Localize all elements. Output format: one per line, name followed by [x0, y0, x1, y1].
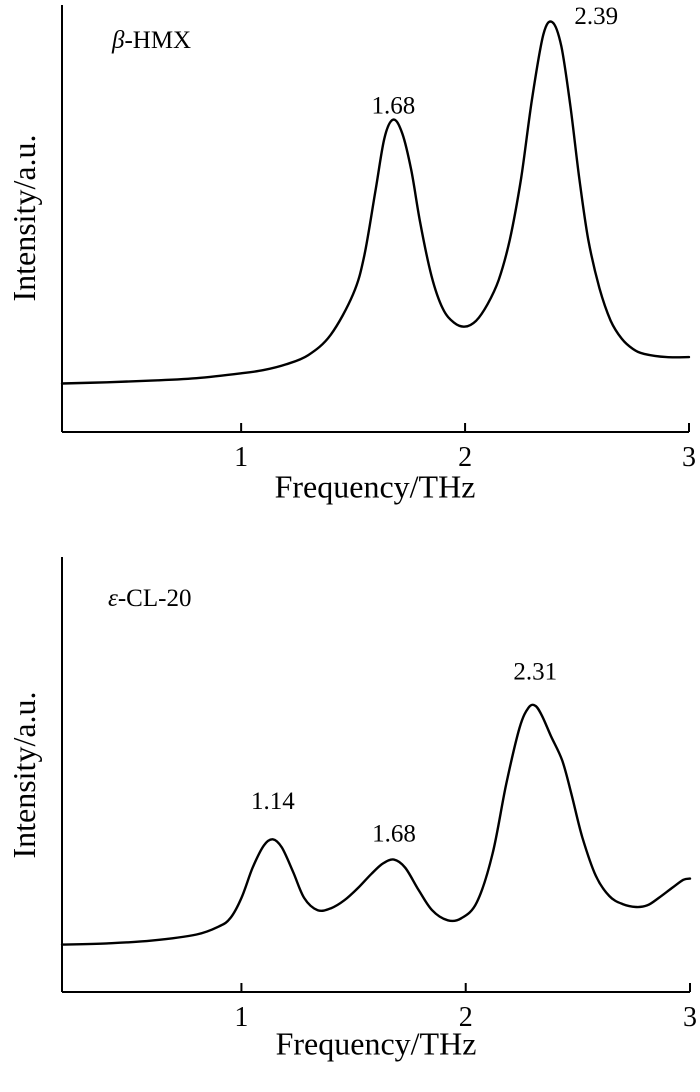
title-symbol: ε — [108, 585, 118, 612]
title-symbol: β — [111, 27, 125, 54]
peak-labels: 1.68 2.39 — [372, 3, 619, 119]
x-tick-label: 3 — [683, 1002, 697, 1033]
peak-labels: 1.14 1.68 2.31 — [251, 658, 557, 847]
title-text: -CL-20 — [118, 585, 192, 612]
peak-label: 2.39 — [574, 3, 618, 30]
peak-label: 2.31 — [513, 658, 557, 685]
chart-title: ε-CL-20 — [108, 585, 191, 612]
y-axis-label: Intensity/a.u. — [6, 691, 42, 858]
x-axis-label: Frequency/THz — [276, 1025, 477, 1061]
peak-label: 1.68 — [372, 820, 416, 847]
series-line — [60, 20, 691, 385]
y-axis-label: Intensity/a.u. — [6, 134, 42, 301]
x-tick-label: 2 — [458, 442, 472, 473]
title-text: -HMX — [124, 27, 191, 54]
x-axis-label: Frequency/THz — [275, 469, 476, 505]
chart-panel-epsilon-cl20: 1 2 3 1.14 1.68 2.31 ε-CL-20 Frequency/THz I… — [6, 557, 697, 1061]
x-tick-label: 1 — [234, 1002, 248, 1033]
x-tick-label: 2 — [459, 1002, 473, 1033]
x-ticks: 1 2 3 — [234, 423, 696, 473]
peak-label: 1.14 — [251, 788, 295, 815]
peak-label: 1.68 — [372, 93, 416, 120]
chart-panel-beta-hmx: 1 2 3 1.68 2.39 β-HMX Frequency/THz Intensi… — [6, 3, 696, 504]
x-tick-label: 1 — [234, 442, 248, 473]
x-tick-label: 3 — [682, 442, 696, 473]
x-ticks: 1 2 3 — [234, 983, 697, 1033]
chart-title: β-HMX — [111, 27, 191, 54]
series-line — [60, 703, 692, 946]
